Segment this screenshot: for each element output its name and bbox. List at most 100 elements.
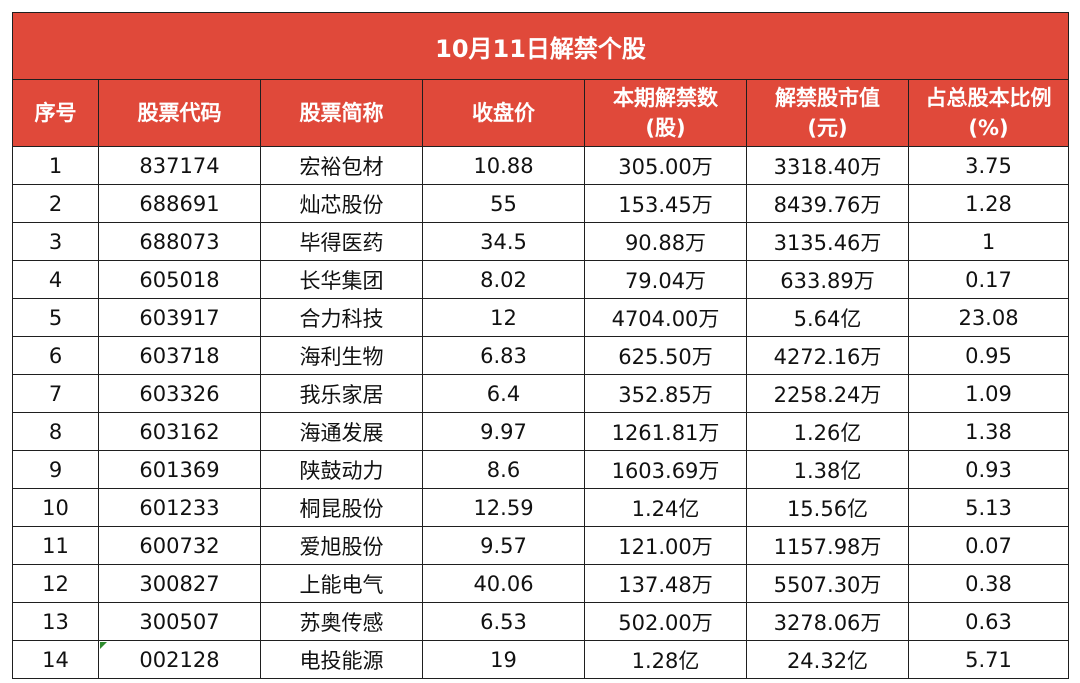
- cell-close-price[interactable]: 9.97: [422, 412, 585, 451]
- cell-share-ratio[interactable]: 1: [907, 222, 1070, 261]
- cell-stock-code[interactable]: 603162: [98, 412, 261, 451]
- cell-unlock-shares[interactable]: 1.28亿: [584, 640, 747, 679]
- cell-unlock-value[interactable]: 5.64亿: [746, 298, 909, 337]
- cell-share-ratio[interactable]: 0.63: [907, 602, 1070, 641]
- cell-close-price[interactable]: 40.06: [422, 564, 585, 603]
- cell-unlock-value[interactable]: 8439.76万: [746, 184, 909, 223]
- cell-close-price[interactable]: 6.53: [422, 602, 585, 641]
- cell-unlock-value[interactable]: 24.32亿: [746, 640, 909, 679]
- cell-unlock-value[interactable]: 3318.40万: [746, 146, 909, 185]
- cell-stock-name[interactable]: 苏奥传感: [260, 602, 423, 641]
- cell-unlock-shares[interactable]: 1.24亿: [584, 488, 747, 527]
- cell-stock-name[interactable]: 毕得医药: [260, 222, 423, 261]
- cell-close-price[interactable]: 19: [422, 640, 585, 679]
- cell-share-ratio[interactable]: 0.07: [907, 526, 1070, 565]
- cell-unlock-value[interactable]: 633.89万: [746, 260, 909, 299]
- cell-unlock-value[interactable]: 1157.98万: [746, 526, 909, 565]
- cell-unlock-shares[interactable]: 121.00万: [584, 526, 747, 565]
- cell-stock-name[interactable]: 电投能源: [260, 640, 423, 679]
- cell-share-ratio[interactable]: 0.93: [907, 450, 1070, 489]
- cell-stock-code[interactable]: 837174: [98, 146, 261, 185]
- cell-stock-code[interactable]: 603326: [98, 374, 261, 413]
- table-row: 5 603917 合力科技 12 4704.00万 5.64亿 23.08: [12, 298, 1070, 337]
- cell-stock-code[interactable]: 601369: [98, 450, 261, 489]
- cell-seq[interactable]: 7: [12, 374, 99, 413]
- cell-close-price[interactable]: 6.4: [422, 374, 585, 413]
- cell-unlock-shares[interactable]: 79.04万: [584, 260, 747, 299]
- cell-seq[interactable]: 10: [12, 488, 99, 527]
- cell-stock-name[interactable]: 海通发展: [260, 412, 423, 451]
- cell-unlock-shares[interactable]: 502.00万: [584, 602, 747, 641]
- cell-unlock-value[interactable]: 15.56亿: [746, 488, 909, 527]
- cell-seq[interactable]: 14: [12, 640, 99, 679]
- cell-stock-name[interactable]: 爱旭股份: [260, 526, 423, 565]
- cell-unlock-shares[interactable]: 625.50万: [584, 336, 747, 375]
- cell-unlock-value[interactable]: 4272.16万: [746, 336, 909, 375]
- cell-close-price[interactable]: 8.6: [422, 450, 585, 489]
- cell-share-ratio[interactable]: 1.28: [907, 184, 1070, 223]
- cell-unlock-value[interactable]: 3135.46万: [746, 222, 909, 261]
- column-header-unit: (元): [807, 116, 848, 140]
- cell-seq[interactable]: 3: [12, 222, 99, 261]
- cell-seq[interactable]: 4: [12, 260, 99, 299]
- cell-stock-code[interactable]: 688073: [98, 222, 261, 261]
- cell-stock-name[interactable]: 陕鼓动力: [260, 450, 423, 489]
- cell-unlock-shares[interactable]: 305.00万: [584, 146, 747, 185]
- cell-unlock-shares[interactable]: 153.45万: [584, 184, 747, 223]
- cell-share-ratio[interactable]: 5.13: [907, 488, 1070, 527]
- cell-share-ratio[interactable]: 0.17: [907, 260, 1070, 299]
- cell-close-price[interactable]: 9.57: [422, 526, 585, 565]
- cell-seq[interactable]: 2: [12, 184, 99, 223]
- cell-unlock-shares[interactable]: 1261.81万: [584, 412, 747, 451]
- cell-share-ratio[interactable]: 0.95: [907, 336, 1070, 375]
- cell-stock-name[interactable]: 合力科技: [260, 298, 423, 337]
- cell-stock-code[interactable]: 300507: [98, 602, 261, 641]
- cell-seq[interactable]: 1: [12, 146, 99, 185]
- cell-unlock-shares[interactable]: 352.85万: [584, 374, 747, 413]
- cell-stock-code[interactable]: 300827: [98, 564, 261, 603]
- cell-share-ratio[interactable]: 0.38: [907, 564, 1070, 603]
- cell-share-ratio[interactable]: 1.09: [907, 374, 1070, 413]
- cell-unlock-value[interactable]: 5507.30万: [746, 564, 909, 603]
- cell-unlock-value[interactable]: 2258.24万: [746, 374, 909, 413]
- cell-stock-code[interactable]: 600732: [98, 526, 261, 565]
- cell-share-ratio[interactable]: 23.08: [907, 298, 1070, 337]
- cell-unlock-value[interactable]: 1.38亿: [746, 450, 909, 489]
- cell-close-price[interactable]: 12: [422, 298, 585, 337]
- cell-stock-name[interactable]: 上能电气: [260, 564, 423, 603]
- cell-seq[interactable]: 11: [12, 526, 99, 565]
- cell-stock-code[interactable]: 601233: [98, 488, 261, 527]
- cell-stock-code[interactable]: 603917: [98, 298, 261, 337]
- cell-seq[interactable]: 8: [12, 412, 99, 451]
- cell-unlock-shares[interactable]: 4704.00万: [584, 298, 747, 337]
- cell-close-price[interactable]: 55: [422, 184, 585, 223]
- cell-stock-name[interactable]: 灿芯股份: [260, 184, 423, 223]
- cell-close-price[interactable]: 8.02: [422, 260, 585, 299]
- cell-stock-code[interactable]: 002128: [98, 640, 261, 679]
- cell-stock-code[interactable]: 688691: [98, 184, 261, 223]
- cell-unlock-shares[interactable]: 1603.69万: [584, 450, 747, 489]
- cell-share-ratio[interactable]: 1.38: [907, 412, 1070, 451]
- cell-unlock-shares[interactable]: 90.88万: [584, 222, 747, 261]
- cell-stock-name[interactable]: 我乐家居: [260, 374, 423, 413]
- cell-unlock-value[interactable]: 1.26亿: [746, 412, 909, 451]
- cell-close-price[interactable]: 6.83: [422, 336, 585, 375]
- cell-share-ratio[interactable]: 5.71: [907, 640, 1070, 679]
- cell-close-price[interactable]: 10.88: [422, 146, 585, 185]
- cell-seq[interactable]: 12: [12, 564, 99, 603]
- cell-seq[interactable]: 6: [12, 336, 99, 375]
- cell-seq[interactable]: 9: [12, 450, 99, 489]
- cell-stock-name[interactable]: 桐昆股份: [260, 488, 423, 527]
- cell-share-ratio[interactable]: 3.75: [907, 146, 1070, 185]
- cell-stock-code[interactable]: 605018: [98, 260, 261, 299]
- cell-unlock-shares[interactable]: 137.48万: [584, 564, 747, 603]
- cell-close-price[interactable]: 12.59: [422, 488, 585, 527]
- cell-stock-code[interactable]: 603718: [98, 336, 261, 375]
- cell-seq[interactable]: 13: [12, 602, 99, 641]
- cell-stock-name[interactable]: 宏裕包材: [260, 146, 423, 185]
- cell-stock-name[interactable]: 长华集团: [260, 260, 423, 299]
- cell-close-price[interactable]: 34.5: [422, 222, 585, 261]
- cell-seq[interactable]: 5: [12, 298, 99, 337]
- cell-unlock-value[interactable]: 3278.06万: [746, 602, 909, 641]
- cell-stock-name[interactable]: 海利生物: [260, 336, 423, 375]
